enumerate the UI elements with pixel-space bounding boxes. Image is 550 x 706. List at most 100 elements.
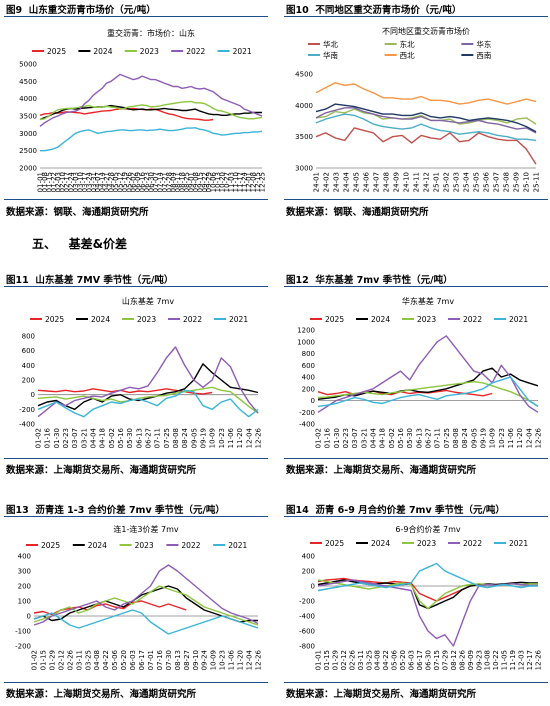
x-tick-label: 12-26 <box>255 649 263 670</box>
chart-spread-6-9: 6-9合约价差 7mv 2025 2024 2023 2022 2021 -800 -600 -… <box>299 524 542 670</box>
title-rule <box>284 516 548 517</box>
legend-label: 2024 <box>371 315 390 324</box>
x-tick-label: 11-03 <box>227 172 235 192</box>
series-line-2024 <box>39 104 262 121</box>
chart-title: 重交沥青：市场价：山东 <box>107 28 195 38</box>
x-tick-label: 09-24 <box>201 649 209 670</box>
x-tick-label: 24-08 <box>383 172 391 192</box>
x-tick-label: 02-10 <box>59 172 67 192</box>
y-tick-label: 3000 <box>19 130 37 138</box>
source-rule <box>4 682 268 683</box>
x-tick-label: 24-11 <box>413 172 421 192</box>
x-tick-label: 25-11 <box>533 172 541 192</box>
x-tick-label: 24-06 <box>363 171 371 192</box>
x-tick-label: 06-23 <box>143 172 151 192</box>
x-tick-label: 08-25 <box>183 172 191 192</box>
x-tick-label: 12-26 <box>535 427 543 448</box>
x-tick-label: 11-06 <box>227 427 235 448</box>
x-tick-label: 04-18 <box>379 428 387 448</box>
y-tick-label: 3500 <box>295 133 313 141</box>
x-tick-label: 06-30 <box>148 172 156 192</box>
legend-label: 西北 <box>400 51 415 60</box>
figure-label: 图13 <box>6 505 29 516</box>
figure-9-title: 图9 山东重交沥青市场价（元/吨） <box>6 2 156 16</box>
x-tick-label: 01-29 <box>331 650 339 670</box>
x-tick-label: 02-24 <box>68 171 76 192</box>
source-note: 数据来源：上海期货交易所、海通期货研究所 <box>286 465 477 476</box>
x-tick-label: 12-08 <box>250 172 258 192</box>
source-note: 数据来源：钢联、海通期货研究所 <box>286 207 429 218</box>
x-tick-label: 08-26 <box>458 649 466 670</box>
title-rule <box>4 286 268 287</box>
legend-label: 东北 <box>400 39 415 49</box>
x-tick-label: 01-22 <box>50 172 58 192</box>
x-tick-label: 04-22 <box>382 650 390 670</box>
x-tick-label: 07-29 <box>441 650 449 670</box>
x-tick-label: 05-05 <box>112 172 120 192</box>
x-tick-label: 05-26 <box>125 171 133 192</box>
series-line-2023 <box>33 585 259 626</box>
x-tick-label: 06-09 <box>134 172 142 192</box>
x-tick-label: 01-02 <box>315 428 323 448</box>
series-line-2023 <box>317 381 539 407</box>
y-tick-label: 3500 <box>19 113 37 121</box>
x-tick-label: 24-05 <box>353 172 361 192</box>
x-tick-label: 02-12 <box>57 650 65 670</box>
x-tick-label: 07-25 <box>443 428 451 448</box>
x-tick-label: 05-30 <box>406 428 414 448</box>
source-note: 数据来源：上海期货交易所、海通期货研究所 <box>6 689 197 700</box>
legend-label: 2022 <box>186 47 205 56</box>
x-tick-label: 08-18 <box>179 172 187 192</box>
y-tick-label: 2500 <box>19 147 37 155</box>
chart-title: 华东基差 7mv <box>402 296 454 306</box>
x-tick-label: 11-06 <box>507 427 515 448</box>
x-tick-label: 24-01 <box>313 172 321 192</box>
legend-label: 2022 <box>183 315 202 324</box>
x-tick-label: 07-07 <box>152 172 160 192</box>
x-tick-label: 03-07 <box>351 428 359 448</box>
figure-13-title: 图13 沥青连 1-3 合约价差 7mv 季节性（元/吨） <box>6 502 225 516</box>
x-tick-label: 02-03 <box>54 172 62 192</box>
x-tick-label: 07-16 <box>156 649 164 670</box>
y-tick-label: 800 <box>22 333 35 341</box>
legend-label: 2025 <box>325 539 344 548</box>
x-tick-label: 09-15 <box>196 172 204 192</box>
series-line-2023 <box>39 100 263 121</box>
series-line-2022 <box>317 335 539 413</box>
x-tick-label: 12-15 <box>254 172 262 192</box>
x-tick-label: 12-26 <box>255 427 263 448</box>
x-tick-label: 08-12 <box>450 650 458 670</box>
legend-label: 2021 <box>228 541 247 550</box>
series-line-2022 <box>37 346 259 418</box>
series-line-huanan <box>315 113 537 142</box>
y-tick-label: 4000 <box>19 95 37 103</box>
x-tick-label: 02-17 <box>63 172 71 192</box>
series-line-2022 <box>39 73 263 127</box>
chart-title: 连1-连3价差 7mv <box>113 524 178 534</box>
figure-14-title: 图14 沥青 6-9 月合约价差 7mv 季节性（元/吨） <box>286 502 505 516</box>
x-tick-label: 24-03 <box>333 172 341 192</box>
x-tick-label: 02-23 <box>62 428 70 448</box>
legend-label: 2024 <box>93 47 112 56</box>
source-note: 数据来源：上海期货交易所、海通期货研究所 <box>286 689 477 700</box>
x-tick-label: 10-27 <box>223 172 231 192</box>
x-tick-label: 04-04 <box>90 427 98 448</box>
x-tick-label: 10-23 <box>218 428 226 448</box>
legend-label: 2023 <box>135 541 154 550</box>
y-tick-label: 2000 <box>19 165 37 173</box>
x-tick-label: 25-03 <box>453 172 461 192</box>
figure-10-title: 图10 不同地区重交沥青市场价（元/吨） <box>286 2 461 16</box>
x-tick-label: 24-09 <box>393 172 401 192</box>
x-tick-label: 06-03 <box>129 650 137 670</box>
x-tick-label: 24-12 <box>423 172 431 192</box>
y-tick-label: -400 <box>299 421 315 429</box>
legend-label: 2021 <box>229 315 248 324</box>
x-tick-label: 02-12 <box>340 650 348 670</box>
figure-title-text: 不同地区重交沥青市场价（元/吨） <box>315 5 462 16</box>
x-tick-label: 01-02 <box>35 428 43 448</box>
y-tick-label: -200 <box>19 406 35 414</box>
y-tick-label: 1000 <box>297 338 315 346</box>
x-tick-label: 12-04 <box>245 427 253 448</box>
series-line-2021 <box>33 609 259 635</box>
y-tick-label: -800 <box>299 643 315 651</box>
